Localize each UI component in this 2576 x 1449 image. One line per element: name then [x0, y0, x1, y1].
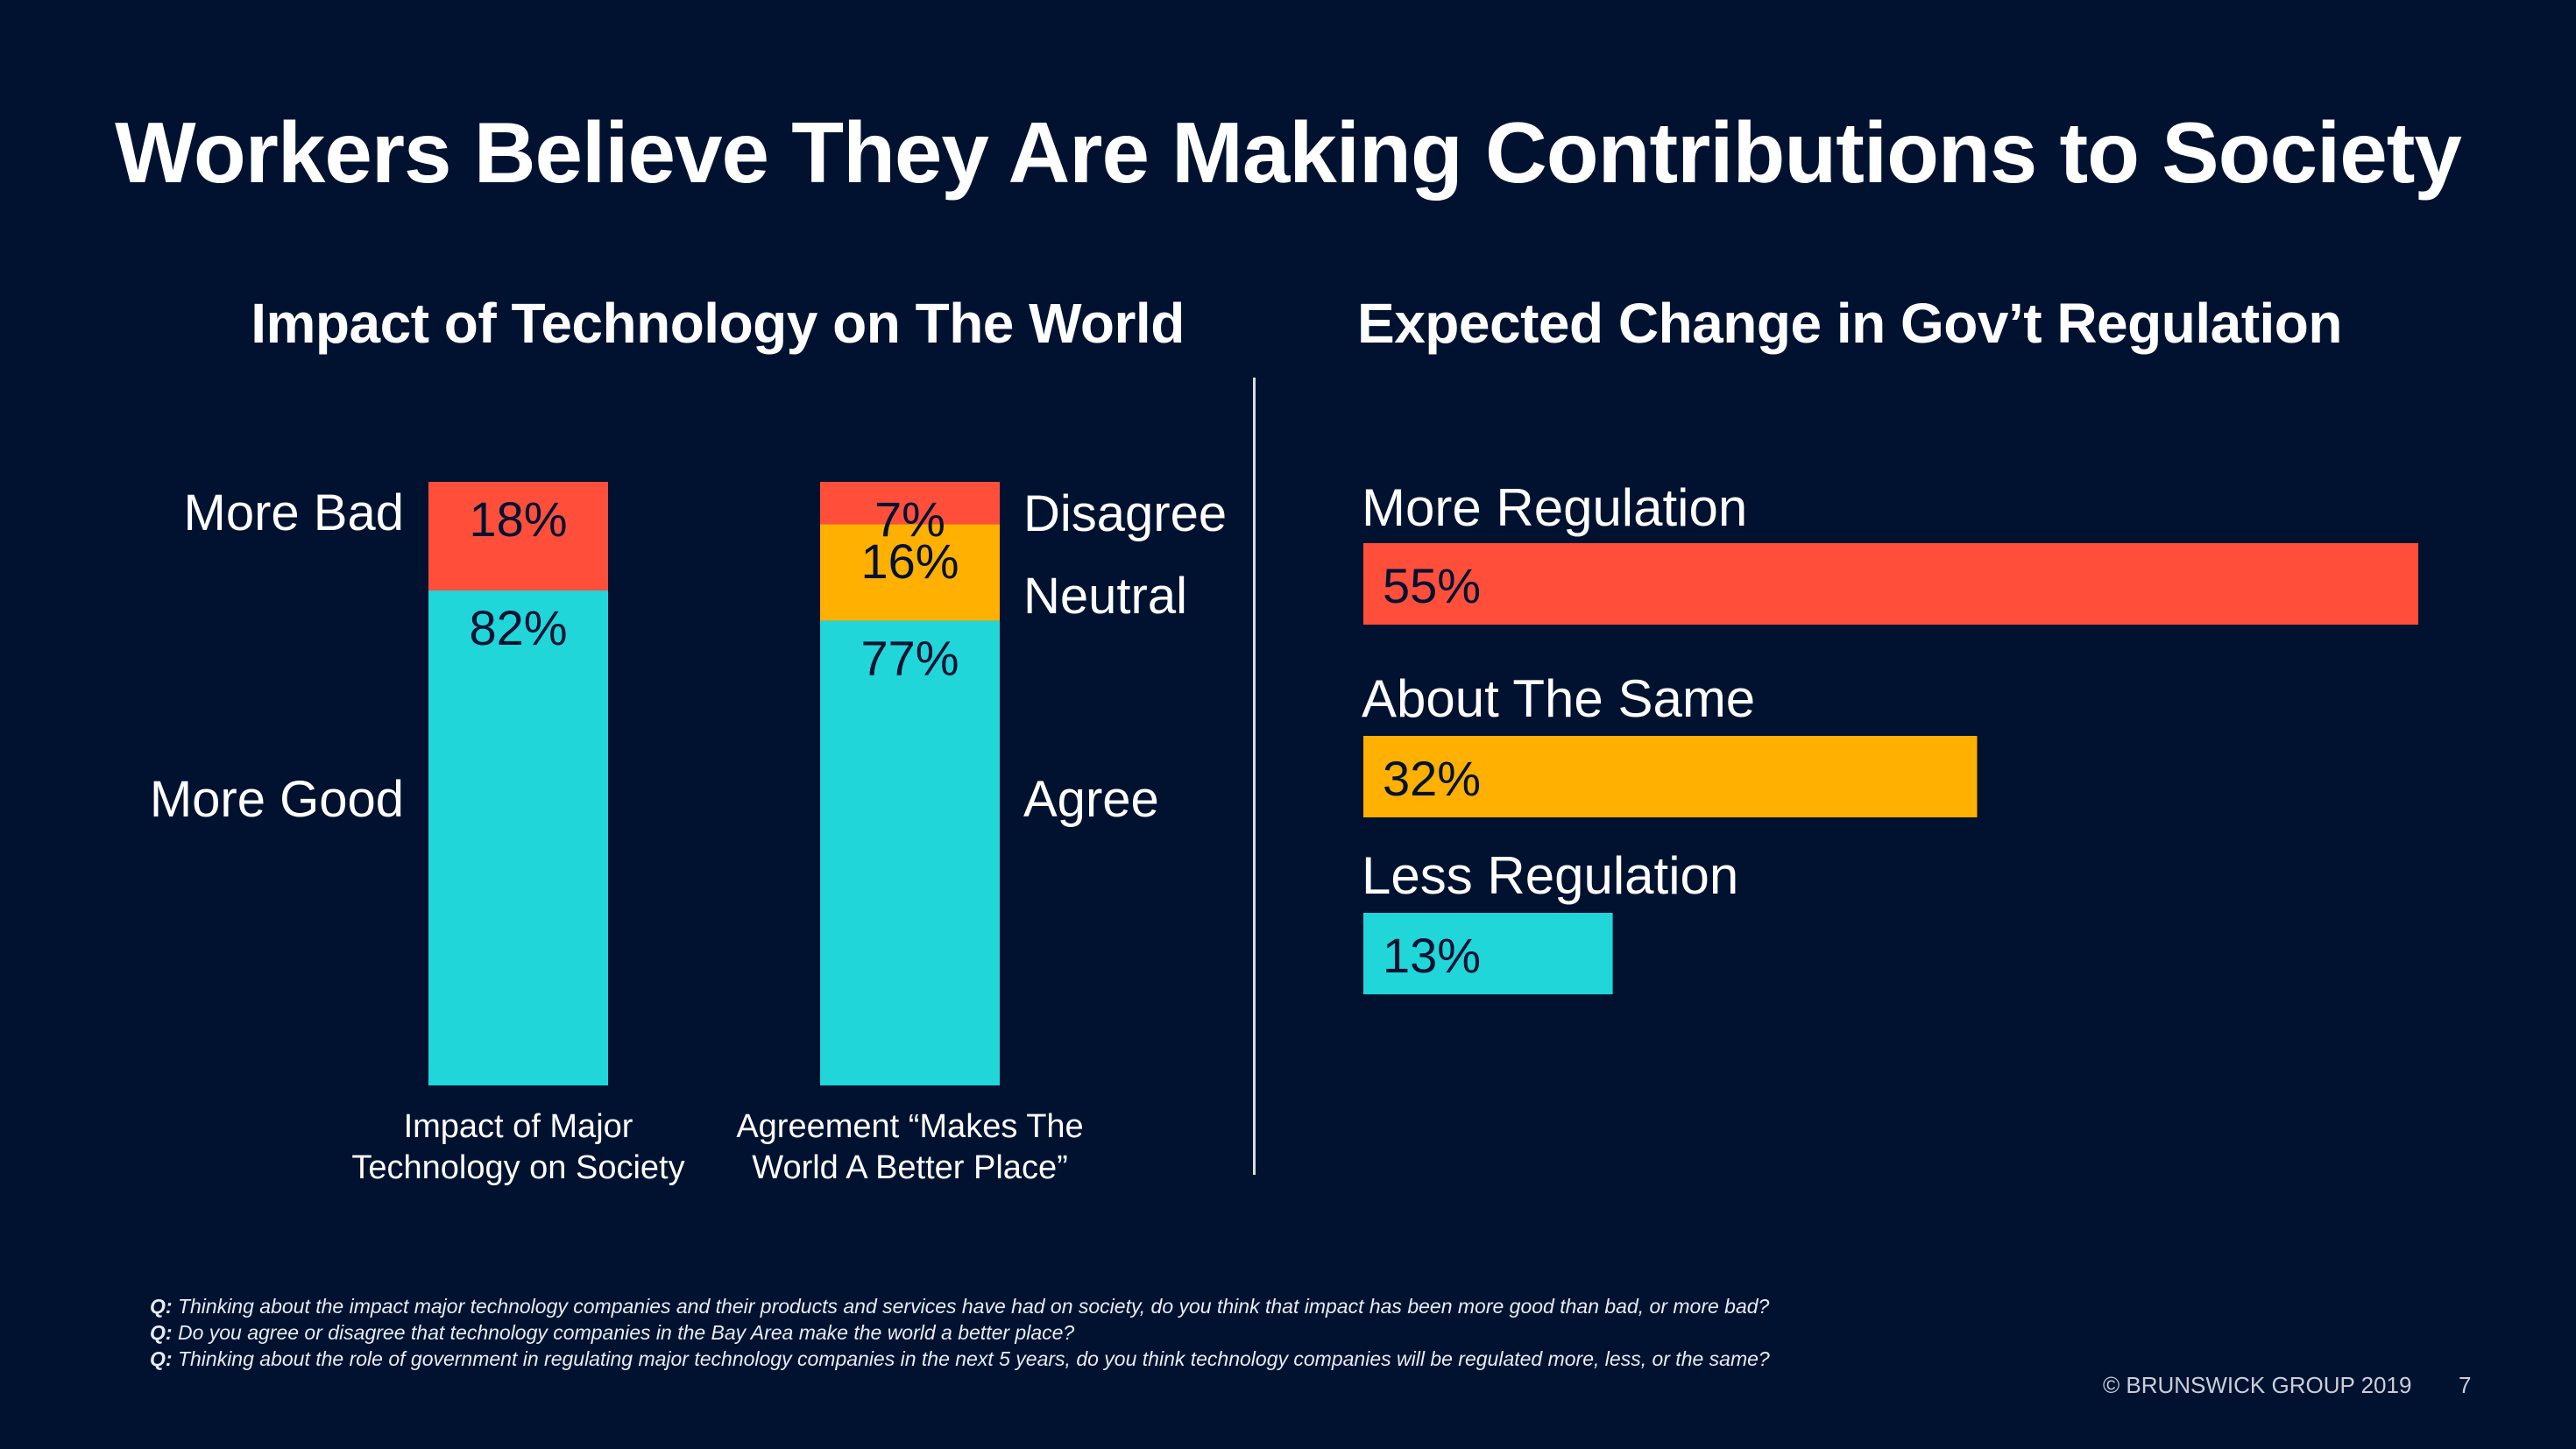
slide-title: Workers Believe They Are Making Contribu…	[115, 104, 2462, 201]
footnote-text: Thinking about the impact major technolo…	[172, 1295, 1770, 1318]
bar-segment	[820, 524, 1000, 621]
page-number: 7	[2459, 1372, 2472, 1398]
category-label: About The Same	[1362, 669, 1755, 728]
legend-label: Agree	[1023, 771, 1159, 828]
copyright: © BRUNSWICK GROUP 2019	[2103, 1372, 2412, 1398]
legend-label: Disagree	[1023, 485, 1227, 542]
category-label: Impact of Major	[404, 1108, 633, 1145]
left-chart-title: Impact of Technology on The World	[251, 292, 1185, 355]
footnote-prefix: Q:	[150, 1321, 173, 1344]
segment-value-label: 77%	[860, 630, 959, 685]
footnote-text: Thinking about the role of government in…	[172, 1347, 1770, 1370]
segment-value-label: 7%	[874, 491, 945, 547]
category-label: World A Better Place”	[752, 1149, 1067, 1186]
chart-divider	[1253, 378, 1256, 1175]
bar-value-label: 55%	[1383, 558, 1481, 613]
segment-value-label: 18%	[469, 491, 567, 547]
bar	[1363, 913, 1613, 994]
footnote-1: Q: Thinking about the impact major techn…	[150, 1295, 1769, 1318]
legend-label: More Good	[150, 771, 404, 828]
legend-label: Neutral	[1023, 568, 1187, 625]
legend-label: More Bad	[184, 484, 404, 541]
right-chart-title: Expected Change in Gov’t Regulation	[1357, 292, 2342, 355]
footnote-prefix: Q:	[150, 1295, 173, 1318]
segment-value-label: 16%	[860, 534, 959, 589]
bar-value-label: 13%	[1383, 928, 1481, 983]
category-label: Agreement “Makes The	[736, 1108, 1083, 1145]
category-label: More Regulation	[1362, 478, 1747, 537]
bar-value-label: 32%	[1383, 751, 1481, 806]
footnote-3: Q: Thinking about the role of government…	[150, 1347, 1770, 1371]
bar-segment	[428, 482, 608, 591]
bar	[1363, 736, 1978, 817]
footnote-text: Do you agree or disagree that technology…	[172, 1321, 1075, 1344]
footnote-prefix: Q:	[150, 1347, 173, 1370]
footnote-2: Q: Do you agree or disagree that technol…	[150, 1321, 1074, 1345]
bar-segment	[820, 620, 1000, 1085]
category-label: Technology on Society	[351, 1149, 684, 1186]
bar	[1363, 543, 2418, 625]
bar-segment	[820, 482, 1000, 525]
segment-value-label: 82%	[469, 600, 567, 655]
bar-segment	[428, 590, 608, 1085]
category-label: Less Regulation	[1362, 846, 1738, 905]
